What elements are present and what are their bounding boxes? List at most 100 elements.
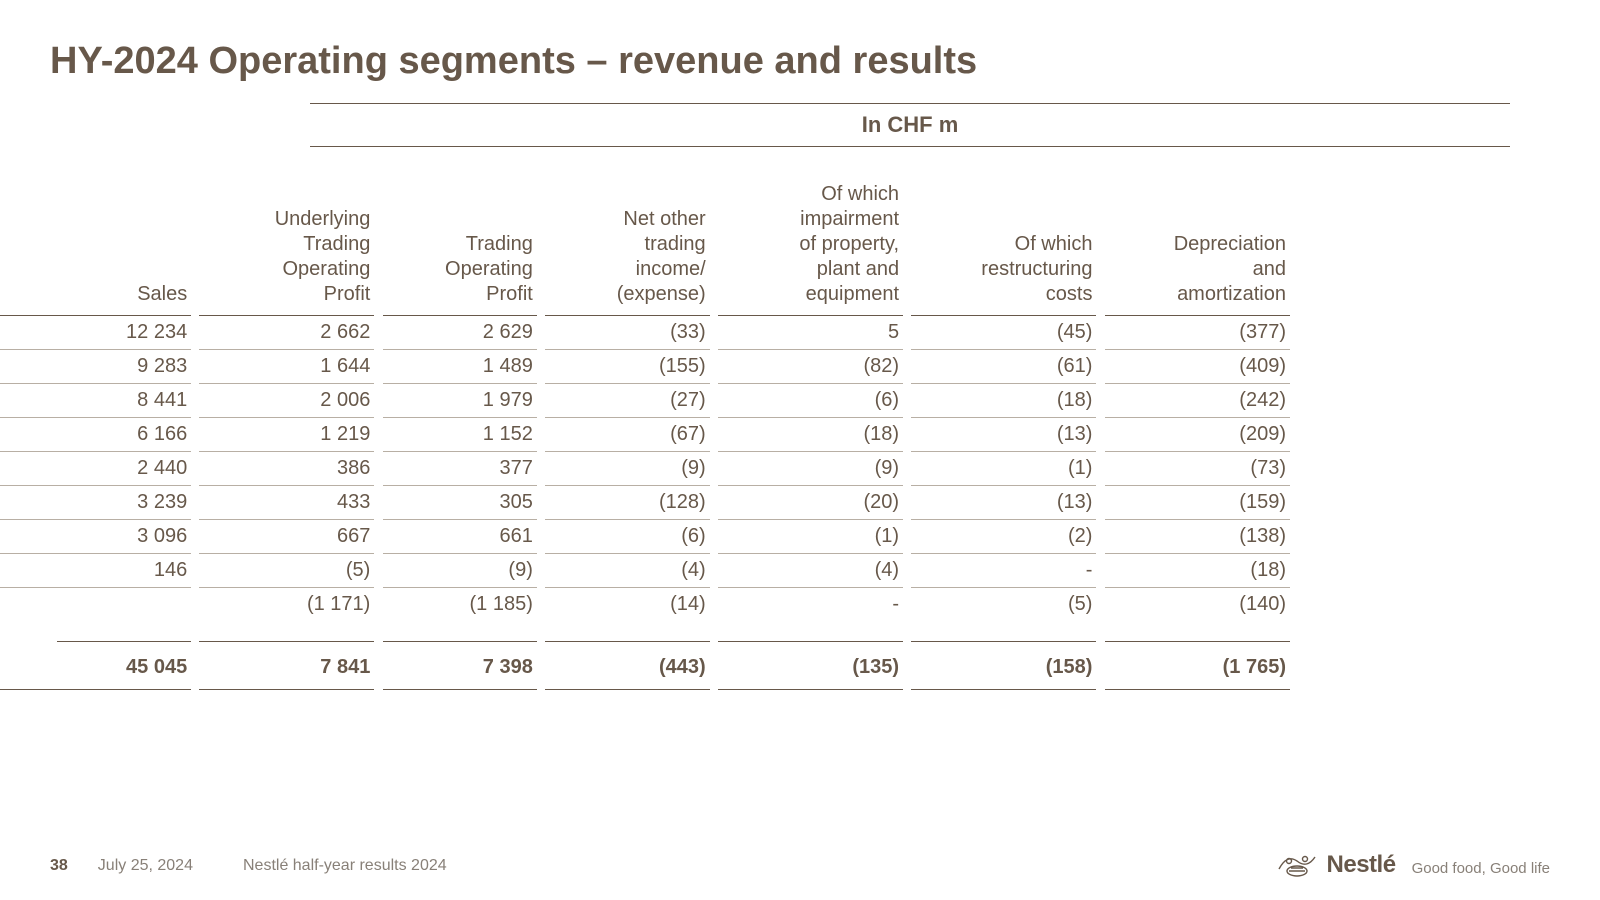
cell: (242): [1105, 384, 1290, 418]
cell: (67): [545, 418, 710, 452]
cell: 1 489: [383, 350, 537, 384]
table-row: Zone AOA8 4412 006 1 979(27)(6)(18) (242): [0, 384, 1290, 418]
table-area: In CHF m: [310, 103, 1510, 147]
segments-table: Sales UnderlyingTradingOperatingProfit T…: [0, 177, 1290, 690]
col-header: Of whichrestructuringcosts: [911, 177, 1096, 316]
cell: (13): [911, 486, 1096, 520]
col-header: UnderlyingTradingOperatingProfit: [199, 177, 374, 316]
footer-date: July 25, 2024: [98, 857, 193, 875]
table-row: Other businesses146(5)(9)(4)(4)-(18): [0, 554, 1290, 588]
cell: 5: [718, 316, 903, 350]
total-cell: 45 045: [57, 646, 191, 690]
cell: (33): [545, 316, 710, 350]
total-cell: 7 841: [199, 646, 374, 690]
cell: (18): [911, 384, 1096, 418]
row-label: Zone Latin America: [0, 418, 57, 452]
table-row: Nespresso3 096667661(6)(1)(2)(138): [0, 520, 1290, 554]
col-header: Of whichimpairmentof property,plant ande…: [718, 177, 903, 316]
cell: 2 662: [199, 316, 374, 350]
row-label: Nespresso: [0, 520, 57, 554]
cell: (1 171): [199, 588, 374, 622]
cell: (27): [545, 384, 710, 418]
cell: 661: [383, 520, 537, 554]
cell: (140): [1105, 588, 1290, 622]
cell: (5): [199, 554, 374, 588]
cell: (1): [911, 452, 1096, 486]
cell: 2 629: [383, 316, 537, 350]
cell: 2 440: [57, 452, 191, 486]
cell: (1 185): [383, 588, 537, 622]
cell: 305: [383, 486, 537, 520]
cell: 377: [383, 452, 537, 486]
cell: 1 644: [199, 350, 374, 384]
cell: (155): [545, 350, 710, 384]
cell: (82): [718, 350, 903, 384]
cell: (4): [545, 554, 710, 588]
cell: 12 234: [57, 316, 191, 350]
row-label: Zone North America: [0, 316, 57, 350]
cell: 1 979: [383, 384, 537, 418]
cell: (409): [1105, 350, 1290, 384]
brand-name: Nestlé: [1327, 851, 1396, 879]
slide-title: HY-2024 Operating segments – revenue and…: [50, 40, 1550, 83]
cell: (9): [545, 452, 710, 486]
table-row: Zone North America12 2342 6622 629(33)5(…: [0, 316, 1290, 350]
total-cell: 7 398: [383, 646, 537, 690]
spanner-label: In CHF m: [310, 112, 1510, 147]
cell: 433: [199, 486, 374, 520]
nest-icon: [1277, 849, 1317, 879]
row-label: Other businesses: [0, 554, 57, 588]
table-row: Zone Greater China2 440386377(9)(9)(1)(7…: [0, 452, 1290, 486]
cell: -: [718, 588, 903, 622]
col-header: TradingOperatingProfit: [383, 177, 537, 316]
cell: (18): [1105, 554, 1290, 588]
cell: (20): [718, 486, 903, 520]
cell: (128): [545, 486, 710, 520]
cell: (2): [911, 520, 1096, 554]
cell: (9): [718, 452, 903, 486]
cell: 9 283: [57, 350, 191, 384]
cell: 1 152: [383, 418, 537, 452]
cell: 3 239: [57, 486, 191, 520]
table-row: Nestlé Health Science3 239433 305(128)(20…: [0, 486, 1290, 520]
table-row: Zone Europe9 2831 644 1 489(155)(82)(61) (…: [0, 350, 1290, 384]
cell: 3 096: [57, 520, 191, 554]
page-number: 38: [50, 857, 68, 875]
row-label: Nestlé Health Science: [0, 486, 57, 520]
cell: (377): [1105, 316, 1290, 350]
cell: (14): [545, 588, 710, 622]
cell: 8 441: [57, 384, 191, 418]
brand-tagline: Good food, Good life: [1412, 860, 1550, 877]
cell: (159): [1105, 486, 1290, 520]
cell: 6 166: [57, 418, 191, 452]
cell: (209): [1105, 418, 1290, 452]
cell: (45): [911, 316, 1096, 350]
cell: 667: [199, 520, 374, 554]
total-row: Total Group 45 045 7 841 7 398 (443) (13…: [0, 646, 1290, 690]
table-row: Unallocated items(1 171)(1 185)(14)-(5)(…: [0, 588, 1290, 622]
cell: 146: [57, 554, 191, 588]
cell: 1 219: [199, 418, 374, 452]
cell: (6): [545, 520, 710, 554]
cell: (13): [911, 418, 1096, 452]
cell: (5): [911, 588, 1096, 622]
table-row: Zone Latin America6 1661 219 1 152(67)(18…: [0, 418, 1290, 452]
cell: (73): [1105, 452, 1290, 486]
col-header: Net othertradingincome/(expense): [545, 177, 710, 316]
cell: -: [911, 554, 1096, 588]
cell: (61): [911, 350, 1096, 384]
brand-block: Nestlé Good food, Good life: [1277, 849, 1550, 879]
cell: 386: [199, 452, 374, 486]
cell: [57, 588, 191, 622]
total-cell: (158): [911, 646, 1096, 690]
header-row: Sales UnderlyingTradingOperatingProfit T…: [0, 177, 1290, 316]
cell: 2 006: [199, 384, 374, 418]
row-label: Zone AOA: [0, 384, 57, 418]
cell: (18): [718, 418, 903, 452]
row-label: Zone Europe: [0, 350, 57, 384]
total-cell: (1 765): [1105, 646, 1290, 690]
total-cell: (135): [718, 646, 903, 690]
total-label: Total Group: [0, 646, 57, 690]
deck-title: Nestlé half-year results 2024: [243, 857, 447, 875]
cell: (6): [718, 384, 903, 418]
